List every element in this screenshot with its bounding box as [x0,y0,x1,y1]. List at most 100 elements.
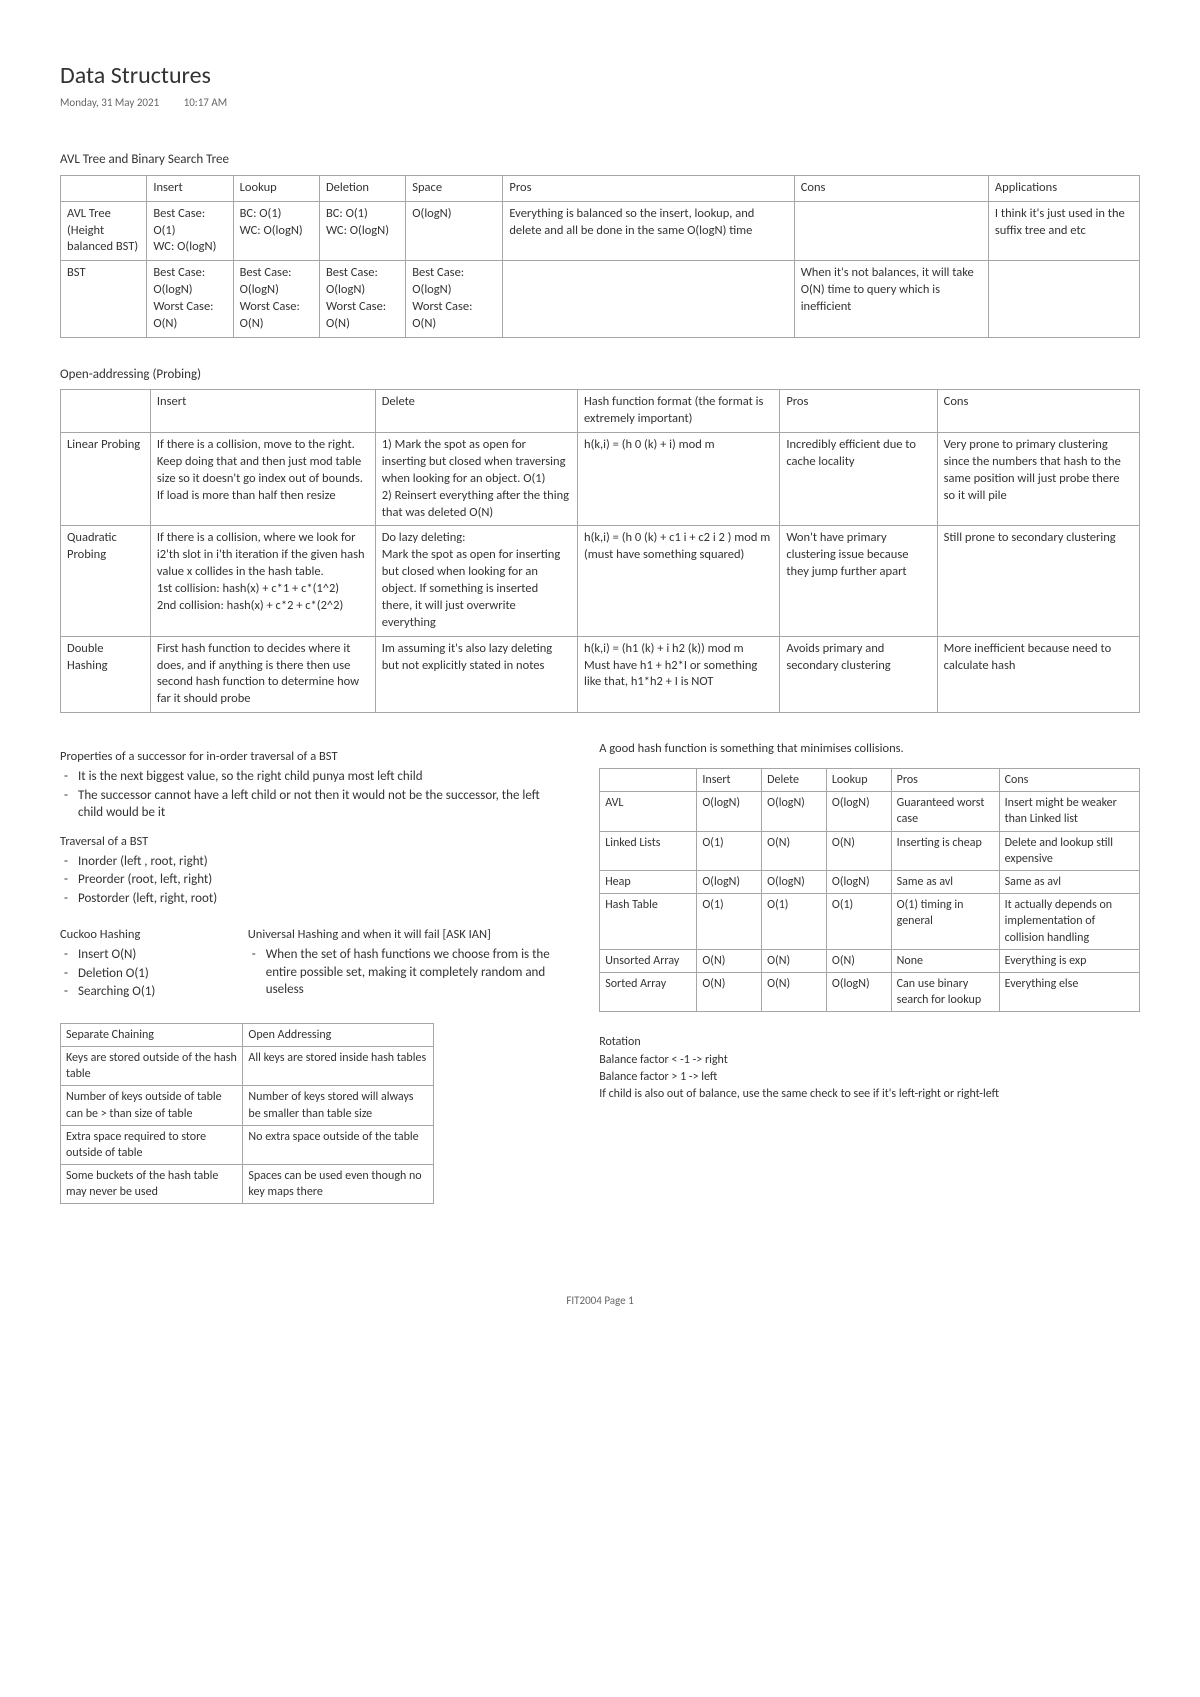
list-item: Postorder (left, right, root) [78,890,559,908]
table-cell: When it's not balances, it will take O(N… [794,261,988,338]
table-cell: O(logN) [762,792,827,831]
universal-title: Universal Hashing and when it will fail … [248,927,559,944]
col-header: Delete [762,769,827,792]
table-cell: Number of keys stored will always be sma… [243,1086,434,1125]
table-cell: Can use binary search for lookup [891,972,999,1011]
table-cell: None [891,949,999,972]
table-cell: Insert might be weaker than Linked list [999,792,1139,831]
traversal-title: Traversal of a BST [60,834,559,851]
col-header: Pros [780,390,937,433]
table-cell: Everything else [999,972,1139,1011]
col-header: Cons [999,769,1139,792]
table-cell: O(N) [762,949,827,972]
table-cell: Same as avl [891,871,999,894]
col-header: Cons [937,390,1139,433]
table-cell: O(N) [826,831,891,870]
table-cell: Hash Table [600,894,697,950]
table-cell: Linked Lists [600,831,697,870]
table-cell: Do lazy deleting:Mark the spot as open f… [375,526,577,636]
table-cell: Guaranteed worst case [891,792,999,831]
summary-table: InsertDeleteLookupProsConsAVLO(logN)O(lo… [599,768,1140,1012]
col-header: Separate Chaining [61,1023,243,1046]
table-cell: Incredibly efficient due to cache locali… [780,433,937,526]
col-header [61,175,147,201]
table-cell: O(logN) [762,871,827,894]
table-cell: O(N) [697,949,762,972]
col-header [61,390,151,433]
table-cell: Delete and lookup still expensive [999,831,1139,870]
table-cell: Inserting is cheap [891,831,999,870]
col-header: Cons [794,175,988,201]
table-row: Quadratic ProbingIf there is a collision… [61,526,1140,636]
table-cell: h(k,i) = (h 0 (k) + i) mod m [578,433,780,526]
table-row: Some buckets of the hash table may never… [61,1165,434,1204]
table-cell: More inefficient because need to calcula… [937,636,1139,713]
table-row: HeapO(logN)O(logN)O(logN)Same as avlSame… [600,871,1140,894]
table-cell: Keys are stored outside of the hash tabl… [61,1046,243,1085]
table-row: AVL Tree (Height balanced BST)Best Case:… [61,201,1140,261]
list-item: Deletion O(1) [78,965,220,983]
table-cell: Best Case: O(logN)Worst Case: O(N) [233,261,319,338]
rotation-block: Rotation Balance factor < -1 -> rightBal… [599,1034,1140,1102]
hash-note: A good hash function is something that m… [599,741,1140,758]
col-header [600,769,697,792]
table-cell: No extra space outside of the table [243,1125,434,1164]
col-header: Lookup [233,175,319,201]
table-cell: Some buckets of the hash table may never… [61,1165,243,1204]
meta-date: Monday, 31 May 2021 [60,96,159,109]
table-row: Linear ProbingIf there is a collision, m… [61,433,1140,526]
table-cell [794,201,988,261]
table-cell: First hash function to decides where it … [150,636,375,713]
table-cell: All keys are stored inside hash tables [243,1046,434,1085]
table-cell: O(N) [826,949,891,972]
table-cell: BC: O(1)WC: O(logN) [319,201,405,261]
chaining-table: Separate ChainingOpen AddressingKeys are… [60,1023,434,1205]
row-label: AVL Tree (Height balanced BST) [61,201,147,261]
col-header: Hash function format (the format is extr… [578,390,780,433]
table-cell: Everything is exp [999,949,1139,972]
table-cell: Number of keys outside of table can be >… [61,1086,243,1125]
table-cell: If there is a collision, move to the rig… [150,433,375,526]
table-row: Hash TableO(1)O(1)O(1)O(1) timing in gen… [600,894,1140,950]
table-cell: O(logN) [697,792,762,831]
table-cell: Same as avl [999,871,1139,894]
table-cell [503,261,794,338]
table-cell: O(logN) [697,871,762,894]
traversal-list: Inorder (left , root, right)Preorder (ro… [60,853,559,908]
successor-title: Properties of a successor for in-order t… [60,749,559,766]
table-cell: O(logN) [406,201,503,261]
table-cell: BC: O(1)WC: O(logN) [233,201,319,261]
table-cell: Avoids primary and secondary clustering [780,636,937,713]
col-header: Space [406,175,503,201]
row-label: Double Hashing [61,636,151,713]
table-cell: O(logN) [826,792,891,831]
list-item: Preorder (root, left, right) [78,871,559,889]
table-cell: Still prone to secondary clustering [937,526,1139,636]
table-cell: h(k,i) = (h1 (k) + i h2 (k)) mod mMust h… [578,636,780,713]
section1-heading: AVL Tree and Binary Search Tree [60,151,1140,169]
table-cell: Won't have primary clustering issue beca… [780,526,937,636]
universal-list: When the set of hash functions we choose… [248,946,559,999]
table-cell: O(N) [762,831,827,870]
col-header: Applications [988,175,1139,201]
table-cell: Best Case: O(1)WC: O(logN) [147,201,233,261]
table-cell: It actually depends on implementation of… [999,894,1139,950]
table-row: AVLO(logN)O(logN)O(logN)Guaranteed worst… [600,792,1140,831]
table-cell: Best Case: O(logN)Worst Case: O(N) [147,261,233,338]
col-header: Open Addressing [243,1023,434,1046]
table-cell: Everything is balanced so the insert, lo… [503,201,794,261]
table-cell: Sorted Array [600,972,697,1011]
table-cell: AVL [600,792,697,831]
table-cell: Extra space required to store outside of… [61,1125,243,1164]
table-cell: I think it's just used in the suffix tre… [988,201,1139,261]
col-header: Pros [503,175,794,201]
table-cell [988,261,1139,338]
row-label: Quadratic Probing [61,526,151,636]
avl-bst-table: InsertLookupDeletionSpaceProsConsApplica… [60,175,1140,338]
table-cell: Unsorted Array [600,949,697,972]
cuckoo-title: Cuckoo Hashing [60,927,220,944]
table-cell: Best Case: O(logN)Worst Case: O(N) [406,261,503,338]
table-cell: Heap [600,871,697,894]
cuckoo-list: Insert O(N)Deletion O(1)Searching O(1) [60,946,220,1001]
meta-time: 10:17 AM [184,96,228,109]
